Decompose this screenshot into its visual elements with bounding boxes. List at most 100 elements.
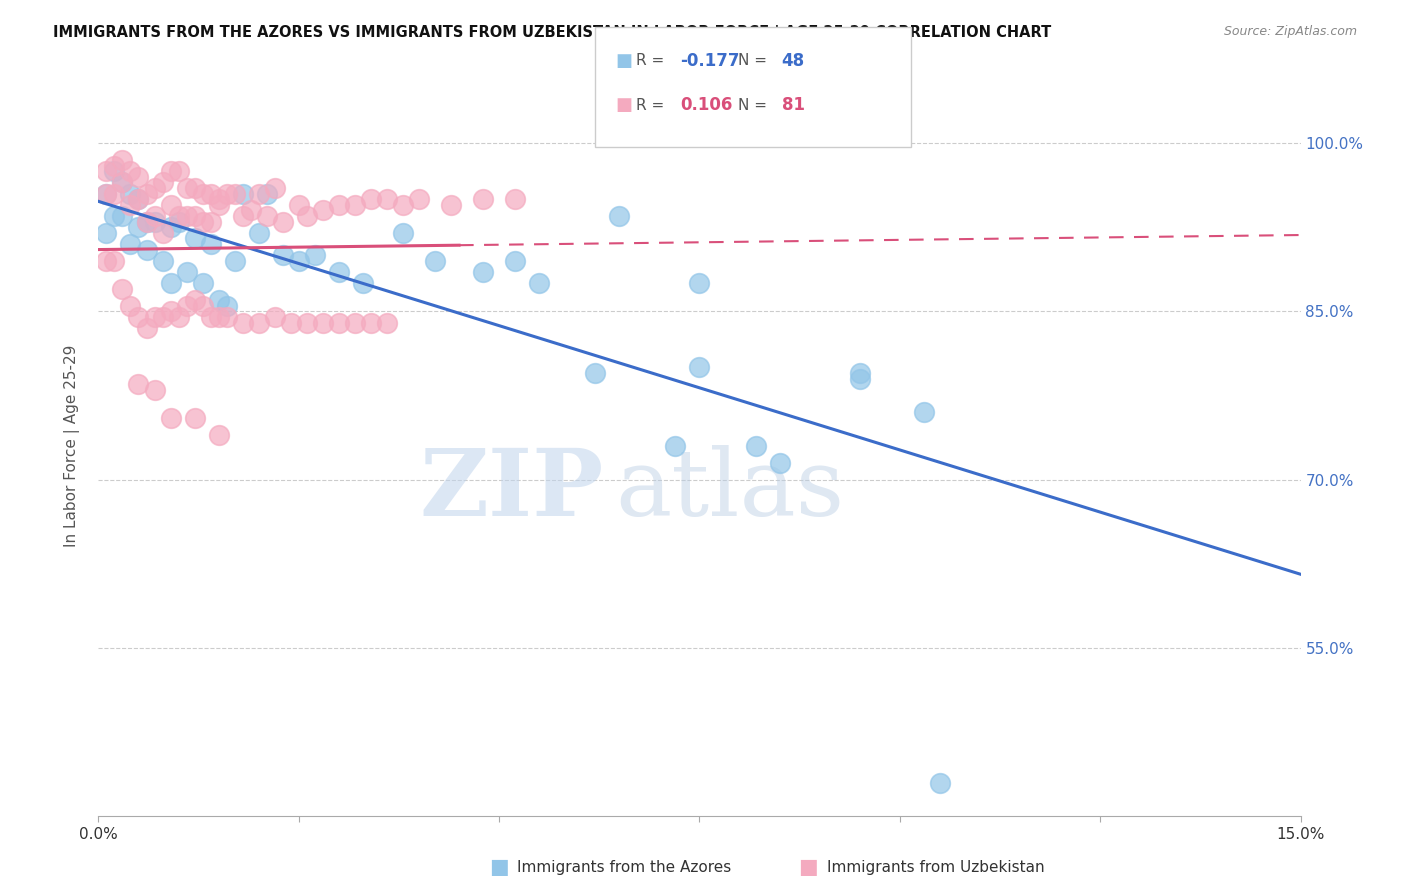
Point [768,456,790,470]
Point [263,310,285,324]
Point [208,198,231,212]
Point [375,192,398,206]
Point [503,253,526,268]
Point [96,186,118,201]
Text: ■: ■ [489,857,509,877]
Point [423,253,446,268]
Point [135,186,157,201]
Point [360,192,382,206]
Point [135,214,157,228]
Point [103,186,125,201]
Point [96,253,118,268]
Point [183,181,205,195]
Point [128,192,150,206]
Point [312,203,335,218]
Point [232,316,254,330]
Point [688,360,710,375]
Point [183,209,205,223]
Text: Immigrants from Uzbekistan: Immigrants from Uzbekistan [827,860,1045,874]
Point [128,377,150,392]
Point [295,316,318,330]
Point [128,220,150,235]
Point [688,277,710,291]
Point [96,186,118,201]
Point [304,248,326,262]
Point [280,316,302,330]
Point [256,209,278,223]
Point [191,299,214,313]
Point [232,209,254,223]
Point [183,231,205,245]
Point [288,198,311,212]
Point [929,775,952,789]
Point [111,209,134,223]
Point [191,186,214,201]
Point [215,186,238,201]
Point [176,209,198,223]
Point [360,316,382,330]
Point [208,293,231,308]
Point [328,316,350,330]
Point [343,316,366,330]
Point [103,164,125,178]
Point [247,226,270,240]
Point [583,366,606,380]
Point [200,186,222,201]
Text: 48: 48 [782,52,804,70]
Text: Immigrants from the Azores: Immigrants from the Azores [517,860,731,874]
Point [343,198,366,212]
Point [120,237,142,252]
Point [215,299,238,313]
Point [200,214,222,228]
Point [472,192,495,206]
Point [392,226,415,240]
Point [247,316,270,330]
Point [159,164,181,178]
Point [200,237,222,252]
Text: ZIP: ZIP [419,445,603,535]
Point [352,277,374,291]
Point [143,209,166,223]
Point [263,181,285,195]
Text: N =: N = [738,98,772,112]
Point [120,186,142,201]
Point [183,293,205,308]
Point [167,209,190,223]
Point [239,203,262,218]
Point [103,159,125,173]
Point [328,265,350,279]
Point [159,220,181,235]
Point [191,214,214,228]
Text: Source: ZipAtlas.com: Source: ZipAtlas.com [1223,25,1357,38]
Point [159,304,181,318]
Text: ■: ■ [616,52,633,70]
Text: atlas: atlas [616,445,845,535]
Point [208,427,231,442]
Point [312,316,335,330]
Point [176,299,198,313]
Point [744,439,766,453]
Point [208,310,231,324]
Point [135,321,157,335]
Point [167,310,190,324]
Point [111,153,134,167]
Point [167,164,190,178]
Text: 81: 81 [782,96,804,114]
Text: IMMIGRANTS FROM THE AZORES VS IMMIGRANTS FROM UZBEKISTAN IN LABOR FORCE | AGE 25: IMMIGRANTS FROM THE AZORES VS IMMIGRANTS… [53,25,1052,41]
Point [232,186,254,201]
Text: R =: R = [636,98,669,112]
Point [503,192,526,206]
Point [120,164,142,178]
Text: ■: ■ [799,857,818,877]
Point [224,253,246,268]
Text: ■: ■ [616,96,633,114]
Point [271,214,294,228]
Point [96,226,118,240]
Point [208,192,231,206]
Point [167,214,190,228]
Y-axis label: In Labor Force | Age 25-29: In Labor Force | Age 25-29 [63,345,80,547]
Point [440,198,463,212]
Point [152,310,174,324]
Point [103,209,125,223]
Text: N =: N = [738,54,772,68]
